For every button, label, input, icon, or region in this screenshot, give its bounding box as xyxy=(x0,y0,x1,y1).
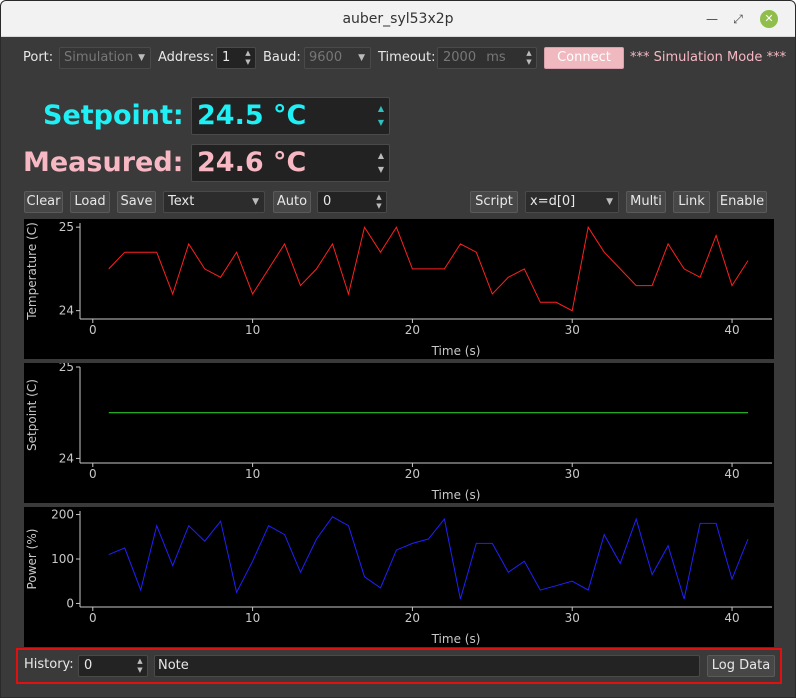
spin-arrows-icon[interactable]: ▲ ▼ xyxy=(245,49,251,66)
setpoint-value: 24.5 °C xyxy=(197,100,307,131)
timeout-unit: ms xyxy=(486,50,506,65)
auto-value: 0 xyxy=(323,194,332,209)
log-data-button[interactable]: Log Data xyxy=(707,655,775,677)
x-tick-label: 20 xyxy=(405,323,420,337)
setpoint-label: Setpoint: xyxy=(43,100,184,131)
x-tick-label: 30 xyxy=(565,611,580,625)
port-value: Simulation xyxy=(64,50,134,65)
y-tick-label: 24 xyxy=(59,451,74,465)
spin-arrows-icon[interactable]: ▲ ▼ xyxy=(377,104,385,127)
auto-button[interactable]: Auto xyxy=(273,191,311,213)
x-tick-label: 0 xyxy=(89,323,97,337)
measured-label: Measured: xyxy=(23,147,184,178)
y-tick-label: 24 xyxy=(59,304,74,318)
format-value: Text xyxy=(168,194,195,209)
x-tick-label: 20 xyxy=(405,467,420,481)
spin-arrows-icon[interactable]: ▲ ▼ xyxy=(137,657,143,674)
connect-button[interactable]: Connect xyxy=(544,47,624,69)
address-label: Address: xyxy=(158,50,215,65)
y-tick-label: 25 xyxy=(59,220,74,234)
maximize-icon[interactable]: ⤢ xyxy=(733,12,743,26)
port-label: Port: xyxy=(23,50,54,65)
minimize-icon[interactable]: — xyxy=(706,12,718,26)
chevron-down-icon: ▼ xyxy=(138,53,145,63)
expression-value: x=d[0] xyxy=(530,194,576,209)
temperature-chart[interactable]: 0 10 20 30 40 24 25 Time (s) Temperature (C) xyxy=(24,219,774,359)
x-axis-label: Time (s) xyxy=(431,488,481,502)
note-input[interactable]: Note xyxy=(154,655,700,677)
baud-value: 9600 xyxy=(309,50,343,65)
x-tick-label: 0 xyxy=(89,611,97,625)
save-button[interactable]: Save xyxy=(117,191,156,213)
script-button[interactable]: Script xyxy=(470,191,518,213)
auto-spinbox[interactable]: 0 ▲ ▼ xyxy=(317,191,387,213)
address-value: 1 xyxy=(222,50,231,65)
expression-select[interactable]: x=d[0] ▼ xyxy=(525,191,619,213)
clear-button[interactable]: Clear xyxy=(24,191,63,213)
spin-arrows-icon[interactable]: ▲ ▼ xyxy=(526,49,532,66)
format-select[interactable]: Text ▼ xyxy=(163,191,265,213)
load-button[interactable]: Load xyxy=(70,191,110,213)
x-tick-label: 30 xyxy=(565,323,580,337)
chevron-down-icon: ▼ xyxy=(252,197,259,207)
timeout-label: Timeout: xyxy=(378,50,436,65)
history-value: 0 xyxy=(84,658,93,673)
x-tick-label: 40 xyxy=(724,467,739,481)
window-title: auber_syl53x2p xyxy=(342,11,454,27)
power-chart[interactable]: 0 10 20 30 40 0 100 200 Time (s) Power (%) xyxy=(24,507,774,647)
address-spinbox[interactable]: 1 ▲ ▼ xyxy=(216,47,256,69)
x-tick-label: 10 xyxy=(245,611,260,625)
multi-button[interactable]: Multi xyxy=(626,191,666,213)
x-tick-label: 20 xyxy=(405,611,420,625)
x-axis-label: Time (s) xyxy=(431,344,481,358)
chevron-down-icon: ▼ xyxy=(606,197,613,207)
x-tick-label: 0 xyxy=(89,467,97,481)
y-axis-label: Setpoint (C) xyxy=(25,379,39,451)
spin-arrows-icon[interactable]: ▲ ▼ xyxy=(377,151,385,174)
spin-arrows-icon[interactable]: ▲ ▼ xyxy=(376,193,382,210)
simulation-mode-text: *** Simulation Mode *** xyxy=(630,50,787,65)
close-icon[interactable]: ✕ xyxy=(760,10,778,28)
x-tick-label: 40 xyxy=(724,611,739,625)
x-axis-label: Time (s) xyxy=(431,632,481,646)
baud-label: Baud: xyxy=(263,50,301,65)
baud-select[interactable]: 9600 ▼ xyxy=(304,47,371,69)
series-line xyxy=(108,225,749,312)
timeout-spinbox[interactable]: 2000 ms ▲ ▼ xyxy=(437,47,537,69)
series-line xyxy=(108,516,749,600)
timeout-value: 2000 xyxy=(443,50,477,65)
x-tick-label: 10 xyxy=(245,323,260,337)
x-tick-label: 10 xyxy=(245,467,260,481)
temperature-plot[interactable]: 0 10 20 30 40 24 25 Time (s) Temperature (C) xyxy=(24,219,774,359)
link-button[interactable]: Link xyxy=(673,191,710,213)
y-axis-label: Power (%) xyxy=(25,529,39,590)
port-select[interactable]: Simulation ▼ xyxy=(59,47,151,69)
history-label: History: xyxy=(24,657,74,672)
x-tick-label: 40 xyxy=(724,323,739,337)
y-tick-label: 0 xyxy=(66,596,74,610)
enable-button[interactable]: Enable xyxy=(717,191,767,213)
history-bar: History: 0 ▲ ▼ Note Log Data xyxy=(16,648,782,684)
y-axis-label: Temperature (C) xyxy=(25,222,39,321)
y-tick-label: 200 xyxy=(51,508,74,522)
setpoint-plot[interactable]: 0 10 20 30 40 24 25 Time (s) Setpoint (C) xyxy=(24,363,774,503)
x-tick-label: 30 xyxy=(565,467,580,481)
measured-spinbox[interactable]: 24.6 °C ▲ ▼ xyxy=(191,144,390,182)
y-tick-label: 100 xyxy=(51,552,74,566)
y-tick-label: 25 xyxy=(59,363,74,374)
setpoint-chart[interactable]: 0 10 20 30 40 24 25 Time (s) Setpoint (C) xyxy=(24,363,774,503)
power-plot[interactable]: 0 10 20 30 40 0 100 200 Time (s) Power (%) xyxy=(24,507,774,647)
chevron-down-icon: ▼ xyxy=(358,53,365,63)
title-bar[interactable]: auber_syl53x2p — ⤢ ✕ xyxy=(1,1,795,37)
history-spinbox[interactable]: 0 ▲ ▼ xyxy=(78,655,148,677)
setpoint-spinbox[interactable]: 24.5 °C ▲ ▼ xyxy=(191,97,390,135)
measured-value: 24.6 °C xyxy=(197,147,307,178)
